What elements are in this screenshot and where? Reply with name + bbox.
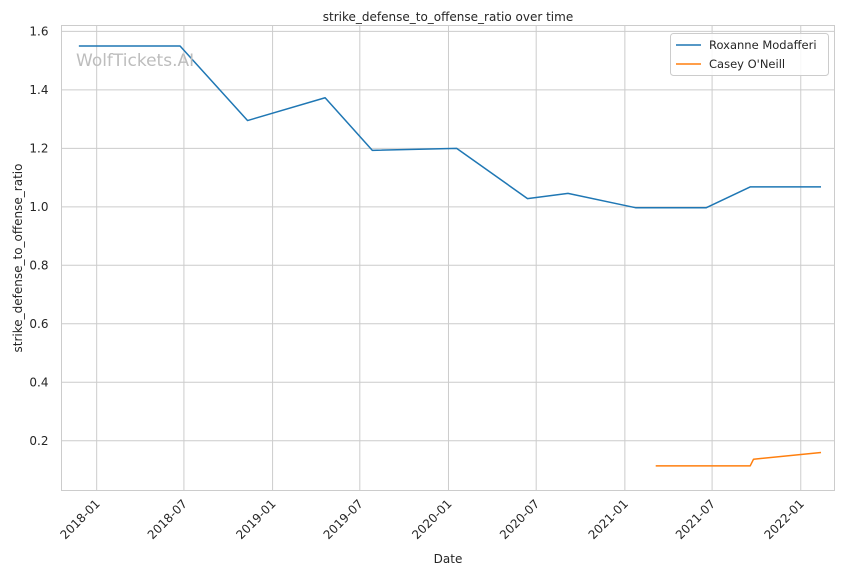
watermark: WolfTickets.AI (76, 51, 194, 71)
legend-label-roxanne-modafferi: Roxanne Modafferi (709, 38, 817, 52)
chart-title: strike_defense_to_offense_ratio over tim… (323, 10, 573, 24)
y-tick-label-0.2: 0.2 (29, 434, 48, 448)
series-line-casey-o-neill (655, 451, 822, 467)
y-axis-title: strike_defense_to_offense_ratio (11, 164, 25, 353)
y-tick-label-1.0: 1.0 (29, 200, 48, 214)
series-line-roxanne-modafferi (78, 45, 822, 209)
plot-frame (61, 25, 835, 491)
legend-label-casey-oneill: Casey O'Neill (709, 57, 785, 71)
legend: Roxanne Modafferi Casey O'Neill (670, 33, 829, 76)
y-tick-label-1.6: 1.6 (29, 24, 48, 38)
y-tick-label-0.8: 0.8 (29, 258, 48, 272)
y-tick-label-1.4: 1.4 (29, 83, 48, 97)
y-tick-labels: 0.2 0.4 0.6 0.8 1.0 1.2 1.4 1.6 (29, 24, 48, 447)
series-layer (78, 45, 822, 467)
legend-box (670, 33, 829, 76)
y-tick-label-1.2: 1.2 (29, 141, 48, 155)
y-tick-label-0.6: 0.6 (29, 317, 48, 331)
grid-layer (61, 25, 835, 491)
x-axis-title: Date (434, 552, 463, 566)
y-tick-label-0.4: 0.4 (29, 375, 48, 389)
